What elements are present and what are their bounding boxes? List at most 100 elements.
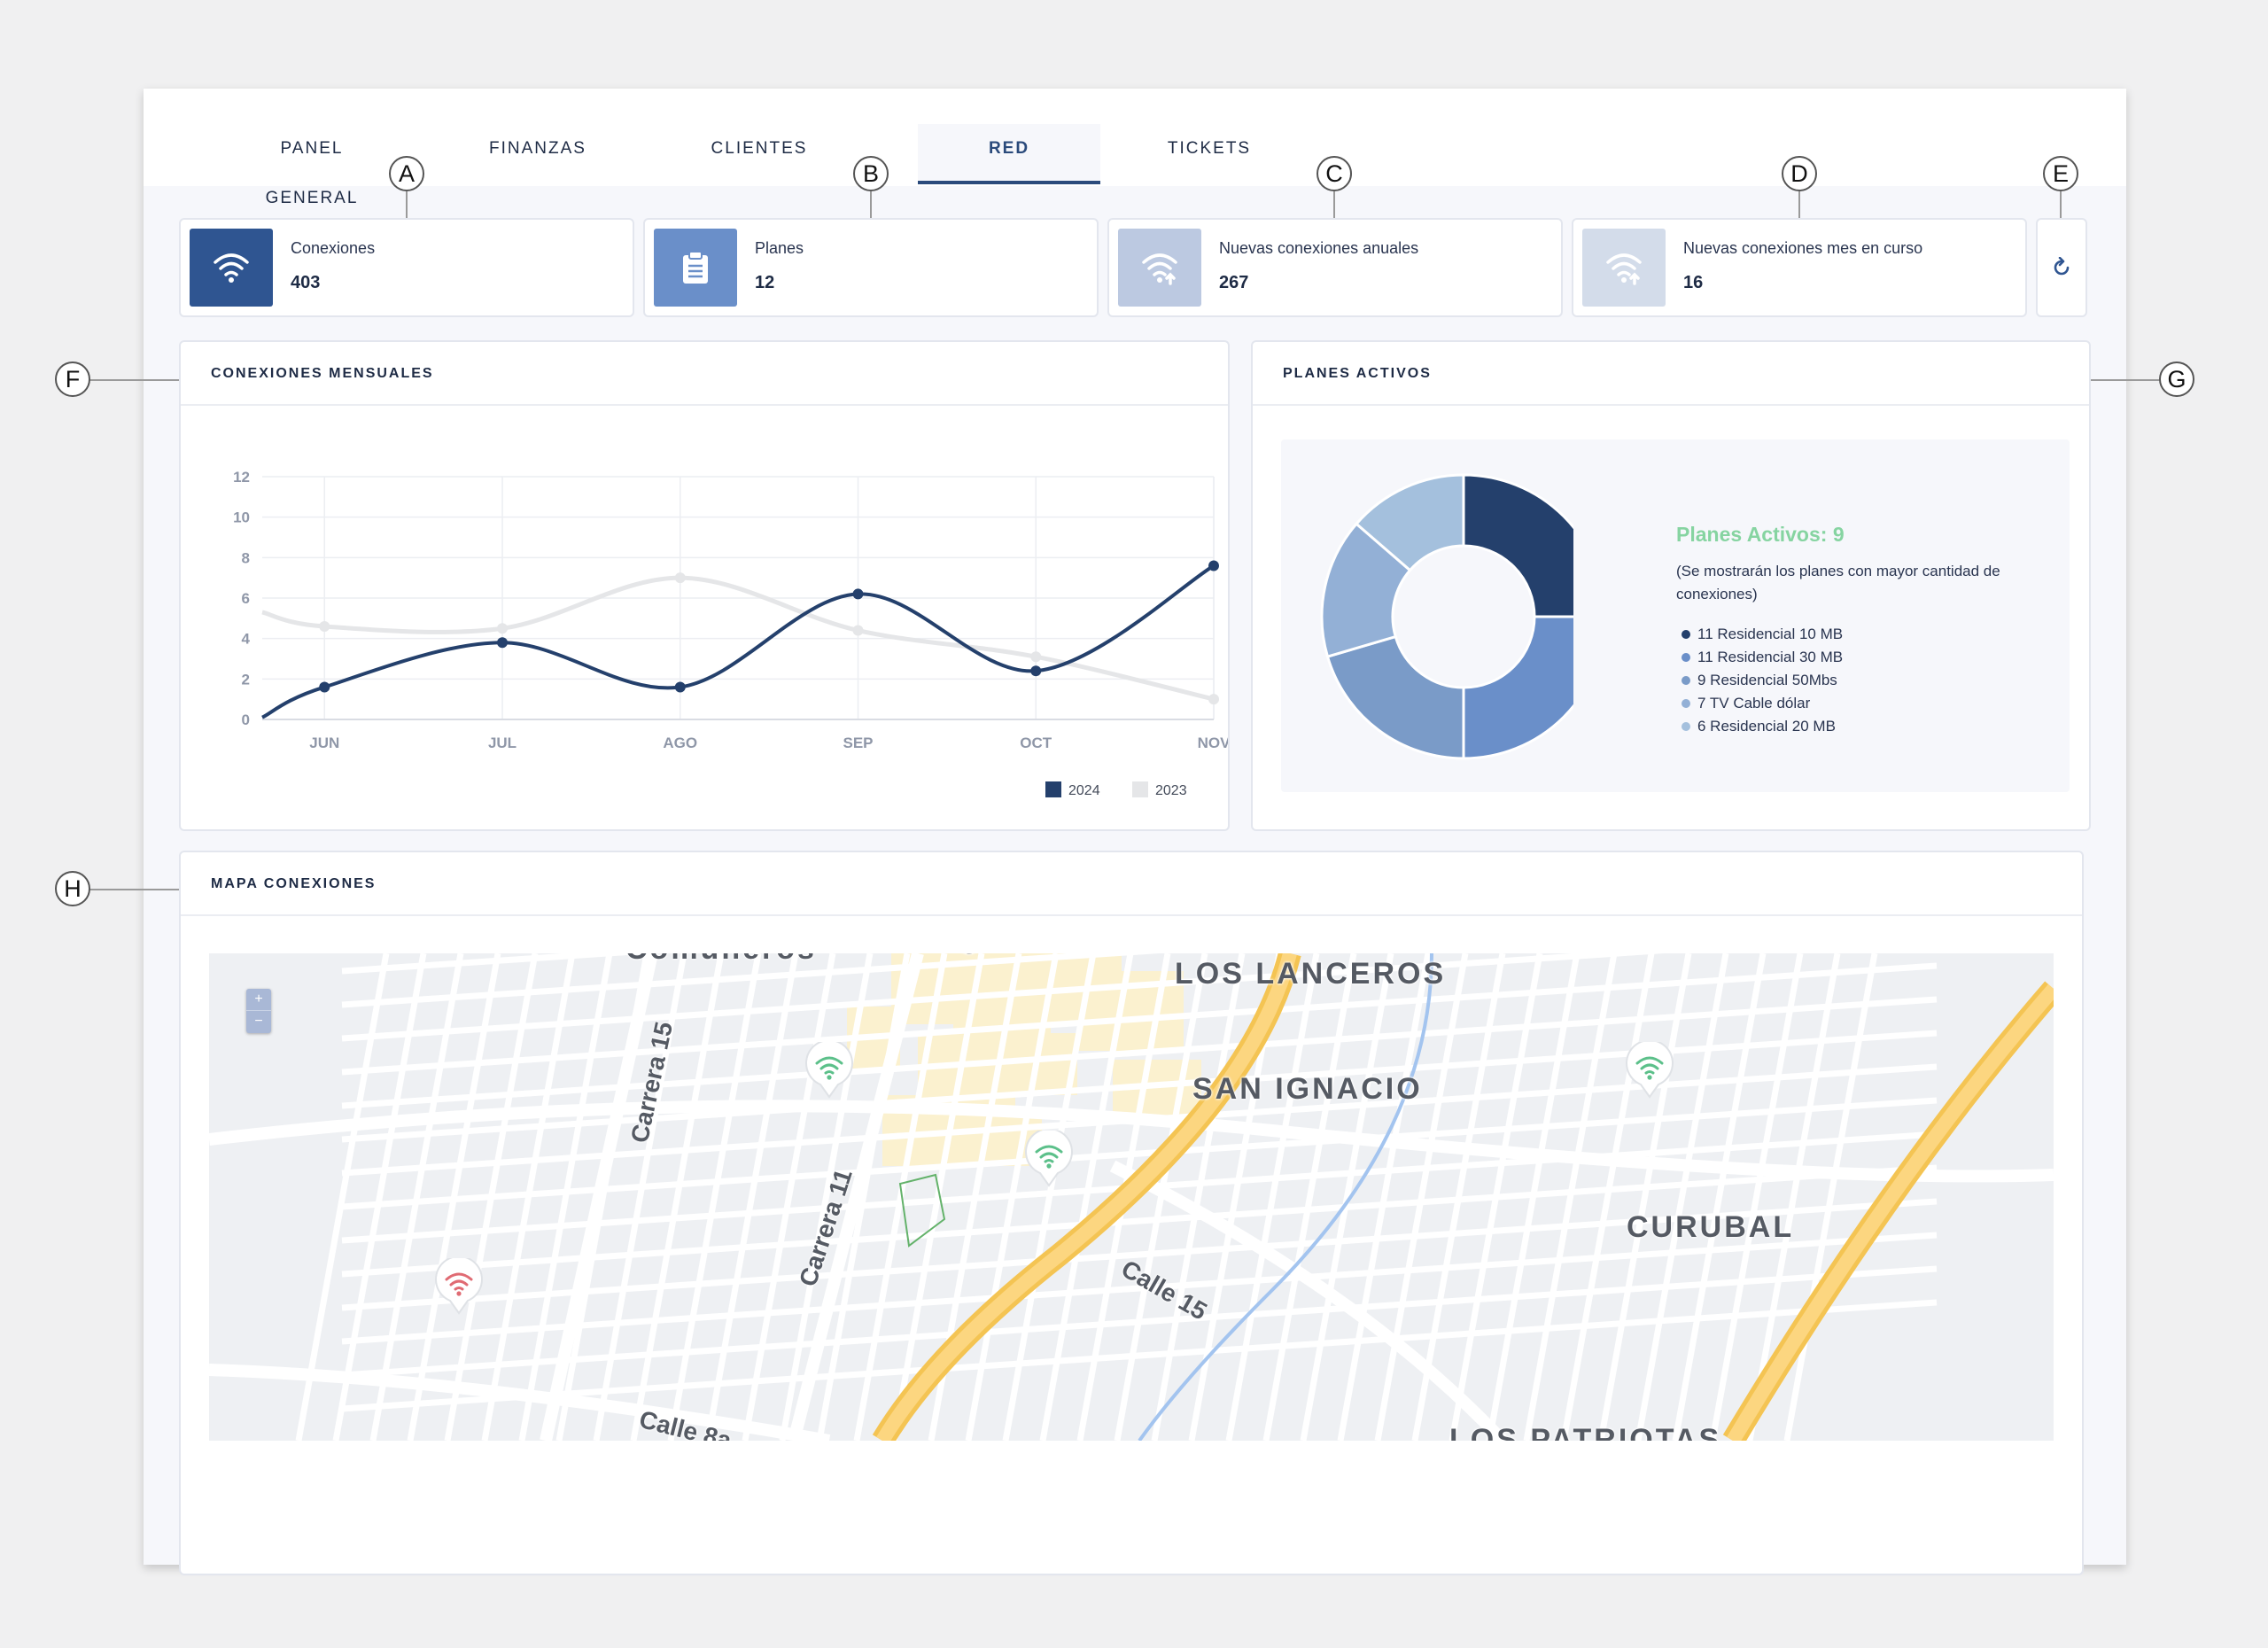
tab-panel-general[interactable]: PANEL GENERAL — [265, 139, 359, 207]
callout-e: E — [2043, 156, 2078, 191]
callout-d: D — [1782, 156, 1817, 191]
donut-slice[interactable] — [1462, 473, 1573, 618]
map-park — [898, 1173, 946, 1248]
stat-value: 267 — [1219, 273, 1249, 292]
y-tick-label: 2 — [242, 671, 250, 688]
data-point-2023[interactable] — [674, 572, 686, 584]
tab-finanzas[interactable]: FINANZAS — [489, 139, 586, 158]
legend-item[interactable]: 11 Residencial 10 MB — [1682, 626, 1843, 643]
refresh-icon — [2054, 257, 2070, 276]
wifi-pin-icon — [1025, 1128, 1073, 1187]
data-point-2023[interactable] — [1030, 651, 1042, 663]
legend-swatch[interactable] — [1045, 781, 1061, 797]
stat-value: 12 — [755, 273, 775, 292]
connections-map-card: MAPA CONEXIONES + − LOS LANCEROS SAN IGNA… — [179, 851, 2084, 1575]
donut-slice[interactable] — [1462, 615, 1573, 760]
connection-marker-ok[interactable] — [804, 1039, 854, 1103]
card-title: MAPA CONEXIONES — [181, 852, 2082, 916]
callout-g: G — [2159, 361, 2194, 397]
x-tick-label: SEP — [843, 735, 873, 751]
stat-label: Conexiones — [291, 239, 376, 257]
data-point-2023[interactable] — [1208, 694, 1219, 705]
dashboard-frame: PANEL GENERAL FINANZAS CLIENTES RED TICK… — [144, 89, 2126, 1575]
card-title: PLANES ACTIVOS — [1253, 342, 2089, 406]
zoom-in-button[interactable]: + — [246, 989, 271, 1011]
legend-label: 11 Residencial 10 MB — [1697, 626, 1844, 642]
legend-label: 2024 — [1068, 783, 1100, 798]
map-highway — [1727, 983, 2054, 1441]
callout-line — [1798, 191, 1800, 218]
plans-summary: Planes Activos: 9 — [1676, 523, 1845, 546]
stat-card-conexiones: Conexiones 403 — [179, 218, 634, 317]
y-tick-label: 10 — [233, 509, 250, 526]
y-tick-label: 6 — [242, 590, 250, 607]
callout-line — [406, 191, 408, 218]
x-tick-label: OCT — [1020, 735, 1052, 751]
y-tick-label: 8 — [242, 549, 250, 566]
legend-item[interactable]: 6 Residencial 20 MB — [1682, 718, 1836, 735]
callout-line — [870, 191, 872, 218]
monthly-line-chart: 0 2 4 6 8 10 12 JUN JUL AGO SEP OCT NOV 2024 2023 — [233, 469, 1228, 798]
legend-item[interactable]: 9 Residencial 50Mbs — [1682, 672, 1837, 689]
callout-b: B — [853, 156, 889, 191]
callout-h: H — [55, 871, 90, 906]
y-tick-label: 12 — [233, 469, 250, 486]
connections-map[interactable]: + − LOS LANCEROS SAN IGNACIO CURUBAL LOS PA… — [209, 953, 2054, 1441]
plans-donut-chart — [1320, 473, 1573, 760]
data-point-2024[interactable] — [1030, 665, 1042, 677]
zoom-control: + − — [246, 989, 271, 1033]
data-point-2024[interactable] — [319, 681, 330, 693]
wifi-upload-icon — [1118, 229, 1201, 307]
wifi-icon — [190, 229, 273, 307]
donut-slice[interactable] — [1320, 522, 1412, 658]
callout-f: F — [55, 361, 90, 397]
stat-label: Nuevas conexiones mes en curso — [1683, 239, 1923, 257]
callout-a: A — [389, 156, 424, 191]
data-point-2023[interactable] — [852, 625, 864, 636]
connection-marker-down[interactable] — [434, 1255, 484, 1319]
tab-tickets[interactable]: TICKETS — [1167, 139, 1252, 158]
callout-line — [73, 379, 179, 381]
map-tiles — [209, 953, 2054, 1441]
legend-swatch[interactable] — [1132, 781, 1148, 797]
map-label: LOS PATRIOTAS — [1449, 1423, 1722, 1441]
connection-marker-ok[interactable] — [1625, 1039, 1674, 1103]
stat-card-nuevas-mes: Nuevas conexiones mes en curso 16 — [1572, 218, 2027, 317]
callout-c: C — [1317, 156, 1352, 191]
legend-dot — [1682, 676, 1690, 685]
plans-note: (Se mostrarán los planes con mayor canti… — [1676, 563, 2000, 602]
data-point-2024[interactable] — [1208, 560, 1219, 571]
x-tick-label: NOV — [1198, 735, 1228, 751]
zoom-out-button[interactable]: − — [254, 1014, 263, 1029]
wifi-pin-icon — [1626, 1039, 1674, 1099]
data-point-2023[interactable] — [319, 620, 330, 632]
active-plans-card: PLANES ACTIVOS Planes Activos: 9 (Se mos… — [1251, 340, 2091, 831]
donut-slice[interactable] — [1354, 473, 1465, 572]
y-tick-label: 4 — [242, 631, 251, 648]
data-point-2024[interactable] — [852, 588, 864, 600]
tab-red[interactable]: RED — [918, 124, 1100, 184]
tab-clientes[interactable]: CLIENTES — [711, 139, 808, 158]
map-label: SAN IGNACIO — [1192, 1072, 1423, 1106]
data-point-2024[interactable] — [497, 637, 509, 649]
data-point-2023[interactable] — [497, 623, 509, 634]
wifi-pin-icon — [805, 1039, 853, 1099]
wifi-upload-icon — [1582, 229, 1666, 307]
x-tick-label: AGO — [663, 735, 697, 751]
refresh-button[interactable] — [2036, 218, 2087, 317]
legend-item[interactable]: 7 TV Cable dólar — [1682, 695, 1810, 712]
stat-value: 16 — [1683, 273, 1704, 292]
plans-panel: Planes Activos: 9 (Se mostrarán los plan… — [1281, 439, 2070, 792]
connection-marker-ok[interactable] — [1024, 1128, 1074, 1192]
monthly-connections-card: CONEXIONES MENSUALES 0 2 4 6 8 10 12 JUN JUL AGO S… — [179, 340, 1230, 831]
legend-item[interactable]: 11 Residencial 30 MB — [1682, 649, 1843, 666]
stat-card-nuevas-anuales: Nuevas conexiones anuales 267 — [1107, 218, 1563, 317]
stat-label: Nuevas conexiones anuales — [1219, 239, 1419, 257]
map-river — [1138, 953, 1433, 1441]
legend-dot — [1682, 653, 1690, 662]
series-line-2024 — [261, 564, 1216, 719]
legend-dot — [1682, 699, 1690, 708]
data-point-2024[interactable] — [674, 681, 686, 693]
legend-label: 2023 — [1155, 783, 1187, 798]
donut-slice[interactable] — [1325, 634, 1465, 760]
